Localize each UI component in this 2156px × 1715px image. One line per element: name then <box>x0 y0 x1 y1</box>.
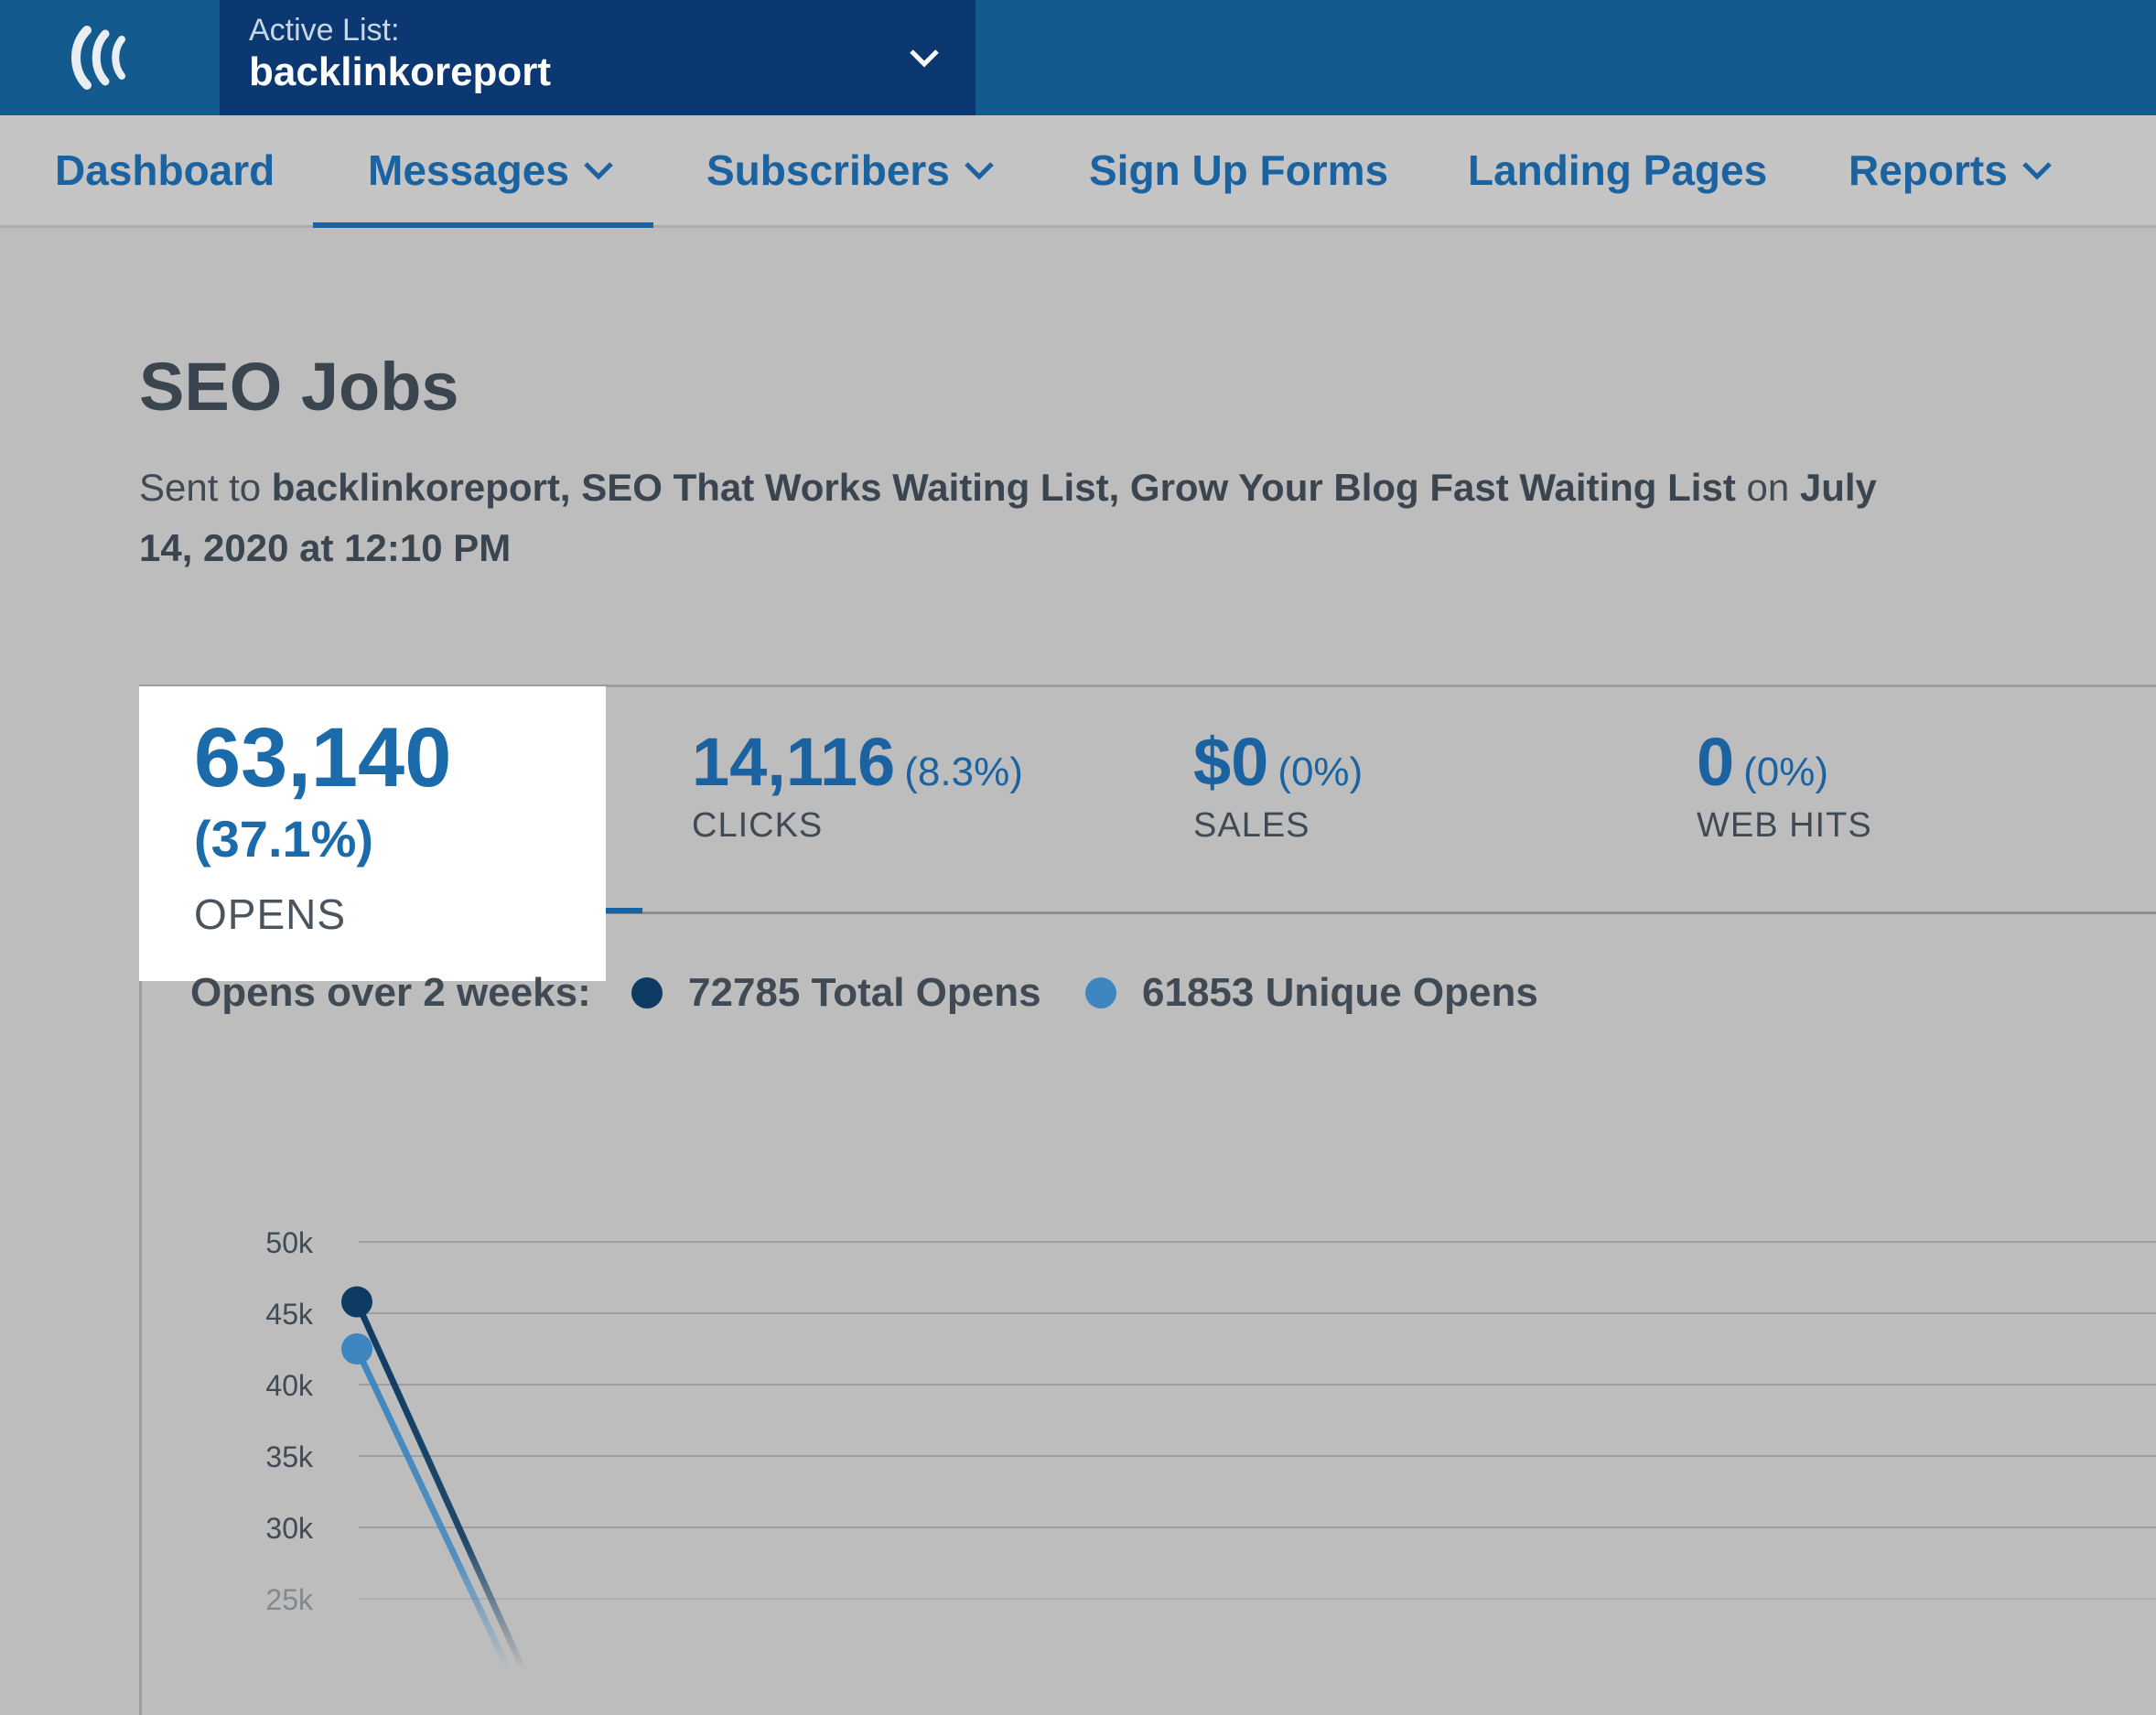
app-logo[interactable] <box>0 0 220 115</box>
legend-unique-label: 61853 Unique Opens <box>1142 970 1538 1015</box>
opens-percent: (37.1%) <box>194 810 374 868</box>
active-list-value: backlinkoreport <box>249 49 552 94</box>
chevron-down-icon <box>965 162 994 180</box>
aweber-logo-icon <box>71 26 125 90</box>
nav-reports[interactable]: Reports <box>1849 115 2054 225</box>
y-tick-label: 40k <box>265 1369 314 1402</box>
nav-messages[interactable]: Messages <box>368 115 615 225</box>
sales-percent: (0%) <box>1277 750 1364 794</box>
nav-dashboard[interactable]: Dashboard <box>55 115 275 225</box>
y-tick-label: 45k <box>265 1298 314 1331</box>
legend-total-opens[interactable]: 72785 Total Opens <box>631 970 1041 1016</box>
sales-value: $0 <box>1193 724 1269 800</box>
web-hits-stat-tab[interactable]: 0 (0%) WEB HITS <box>1697 723 1872 846</box>
chevron-down-icon <box>2022 162 2052 180</box>
sales-label: SALES <box>1193 806 1310 845</box>
opens-label: OPENS <box>194 890 347 938</box>
sent-lists: backlinkoreport, SEO That Works Waiting … <box>271 466 1736 509</box>
nav-messages-label: Messages <box>368 146 569 194</box>
total-opens-point[interactable] <box>341 1286 372 1318</box>
clicks-percent: (8.3%) <box>904 750 1023 794</box>
legend-unique-opens[interactable]: 61853 Unique Opens <box>1085 970 1538 1016</box>
nav-reports-label: Reports <box>1849 146 2008 194</box>
unique-opens-point[interactable] <box>341 1333 372 1364</box>
total-opens-series-line <box>353 1300 527 1672</box>
legend-unique-dot <box>1085 977 1116 1009</box>
legend-total-label: 72785 Total Opens <box>688 970 1041 1015</box>
sent-date: July 14, 2020 at 12:10 PM <box>139 466 1877 569</box>
nav-dashboard-label: Dashboard <box>55 146 275 194</box>
opens-tab-indicator <box>606 908 642 913</box>
y-tick-label: 25k <box>265 1583 314 1616</box>
nav-subscribers-label: Subscribers <box>706 146 950 194</box>
unique-opens-series-line <box>353 1347 512 1672</box>
chart-legend-title: Opens over 2 weeks: <box>190 970 591 1015</box>
sent-prefix: Sent to <box>139 466 262 509</box>
main-nav: Dashboard Messages Subscribers Sign Up F… <box>0 115 2156 228</box>
sent-info: Sent to backlinkoreport, SEO That Works … <box>139 458 1878 578</box>
sent-on-word: on <box>1746 466 1790 509</box>
nav-landing-pages[interactable]: Landing Pages <box>1468 115 1767 225</box>
nav-subscribers[interactable]: Subscribers <box>706 115 996 225</box>
nav-sign-up-forms-label: Sign Up Forms <box>1089 146 1389 194</box>
chevron-down-icon[interactable] <box>906 42 943 73</box>
clicks-stat-tab[interactable]: 14,116 (8.3%) CLICKS <box>692 723 1023 846</box>
y-tick-label: 35k <box>265 1440 314 1473</box>
clicks-label: CLICKS <box>692 806 824 845</box>
opens-stat-tab[interactable]: 63,140 (37.1%) OPENS <box>139 686 606 981</box>
web-hits-label: WEB HITS <box>1697 806 1872 845</box>
legend-total-dot <box>631 977 663 1009</box>
web-hits-percent: (0%) <box>1743 750 1829 794</box>
active-list-selector[interactable]: Active List: backlinkoreport <box>220 0 976 115</box>
opens-value: 63,140 <box>194 711 452 804</box>
nav-active-indicator <box>313 222 653 228</box>
stats-divider <box>139 911 2156 914</box>
clicks-value: 14,116 <box>692 724 896 800</box>
nav-landing-pages-label: Landing Pages <box>1468 146 1768 194</box>
active-list-label: Active List: <box>249 13 400 48</box>
web-hits-value: 0 <box>1697 724 1735 800</box>
y-tick-label: 50k <box>265 1226 314 1259</box>
page-title: SEO Jobs <box>139 349 459 425</box>
sales-stat-tab[interactable]: $0 (0%) SALES <box>1193 723 1363 846</box>
y-tick-label: 30k <box>265 1512 314 1545</box>
nav-sign-up-forms[interactable]: Sign Up Forms <box>1089 115 1388 225</box>
chevron-down-icon <box>584 162 613 180</box>
